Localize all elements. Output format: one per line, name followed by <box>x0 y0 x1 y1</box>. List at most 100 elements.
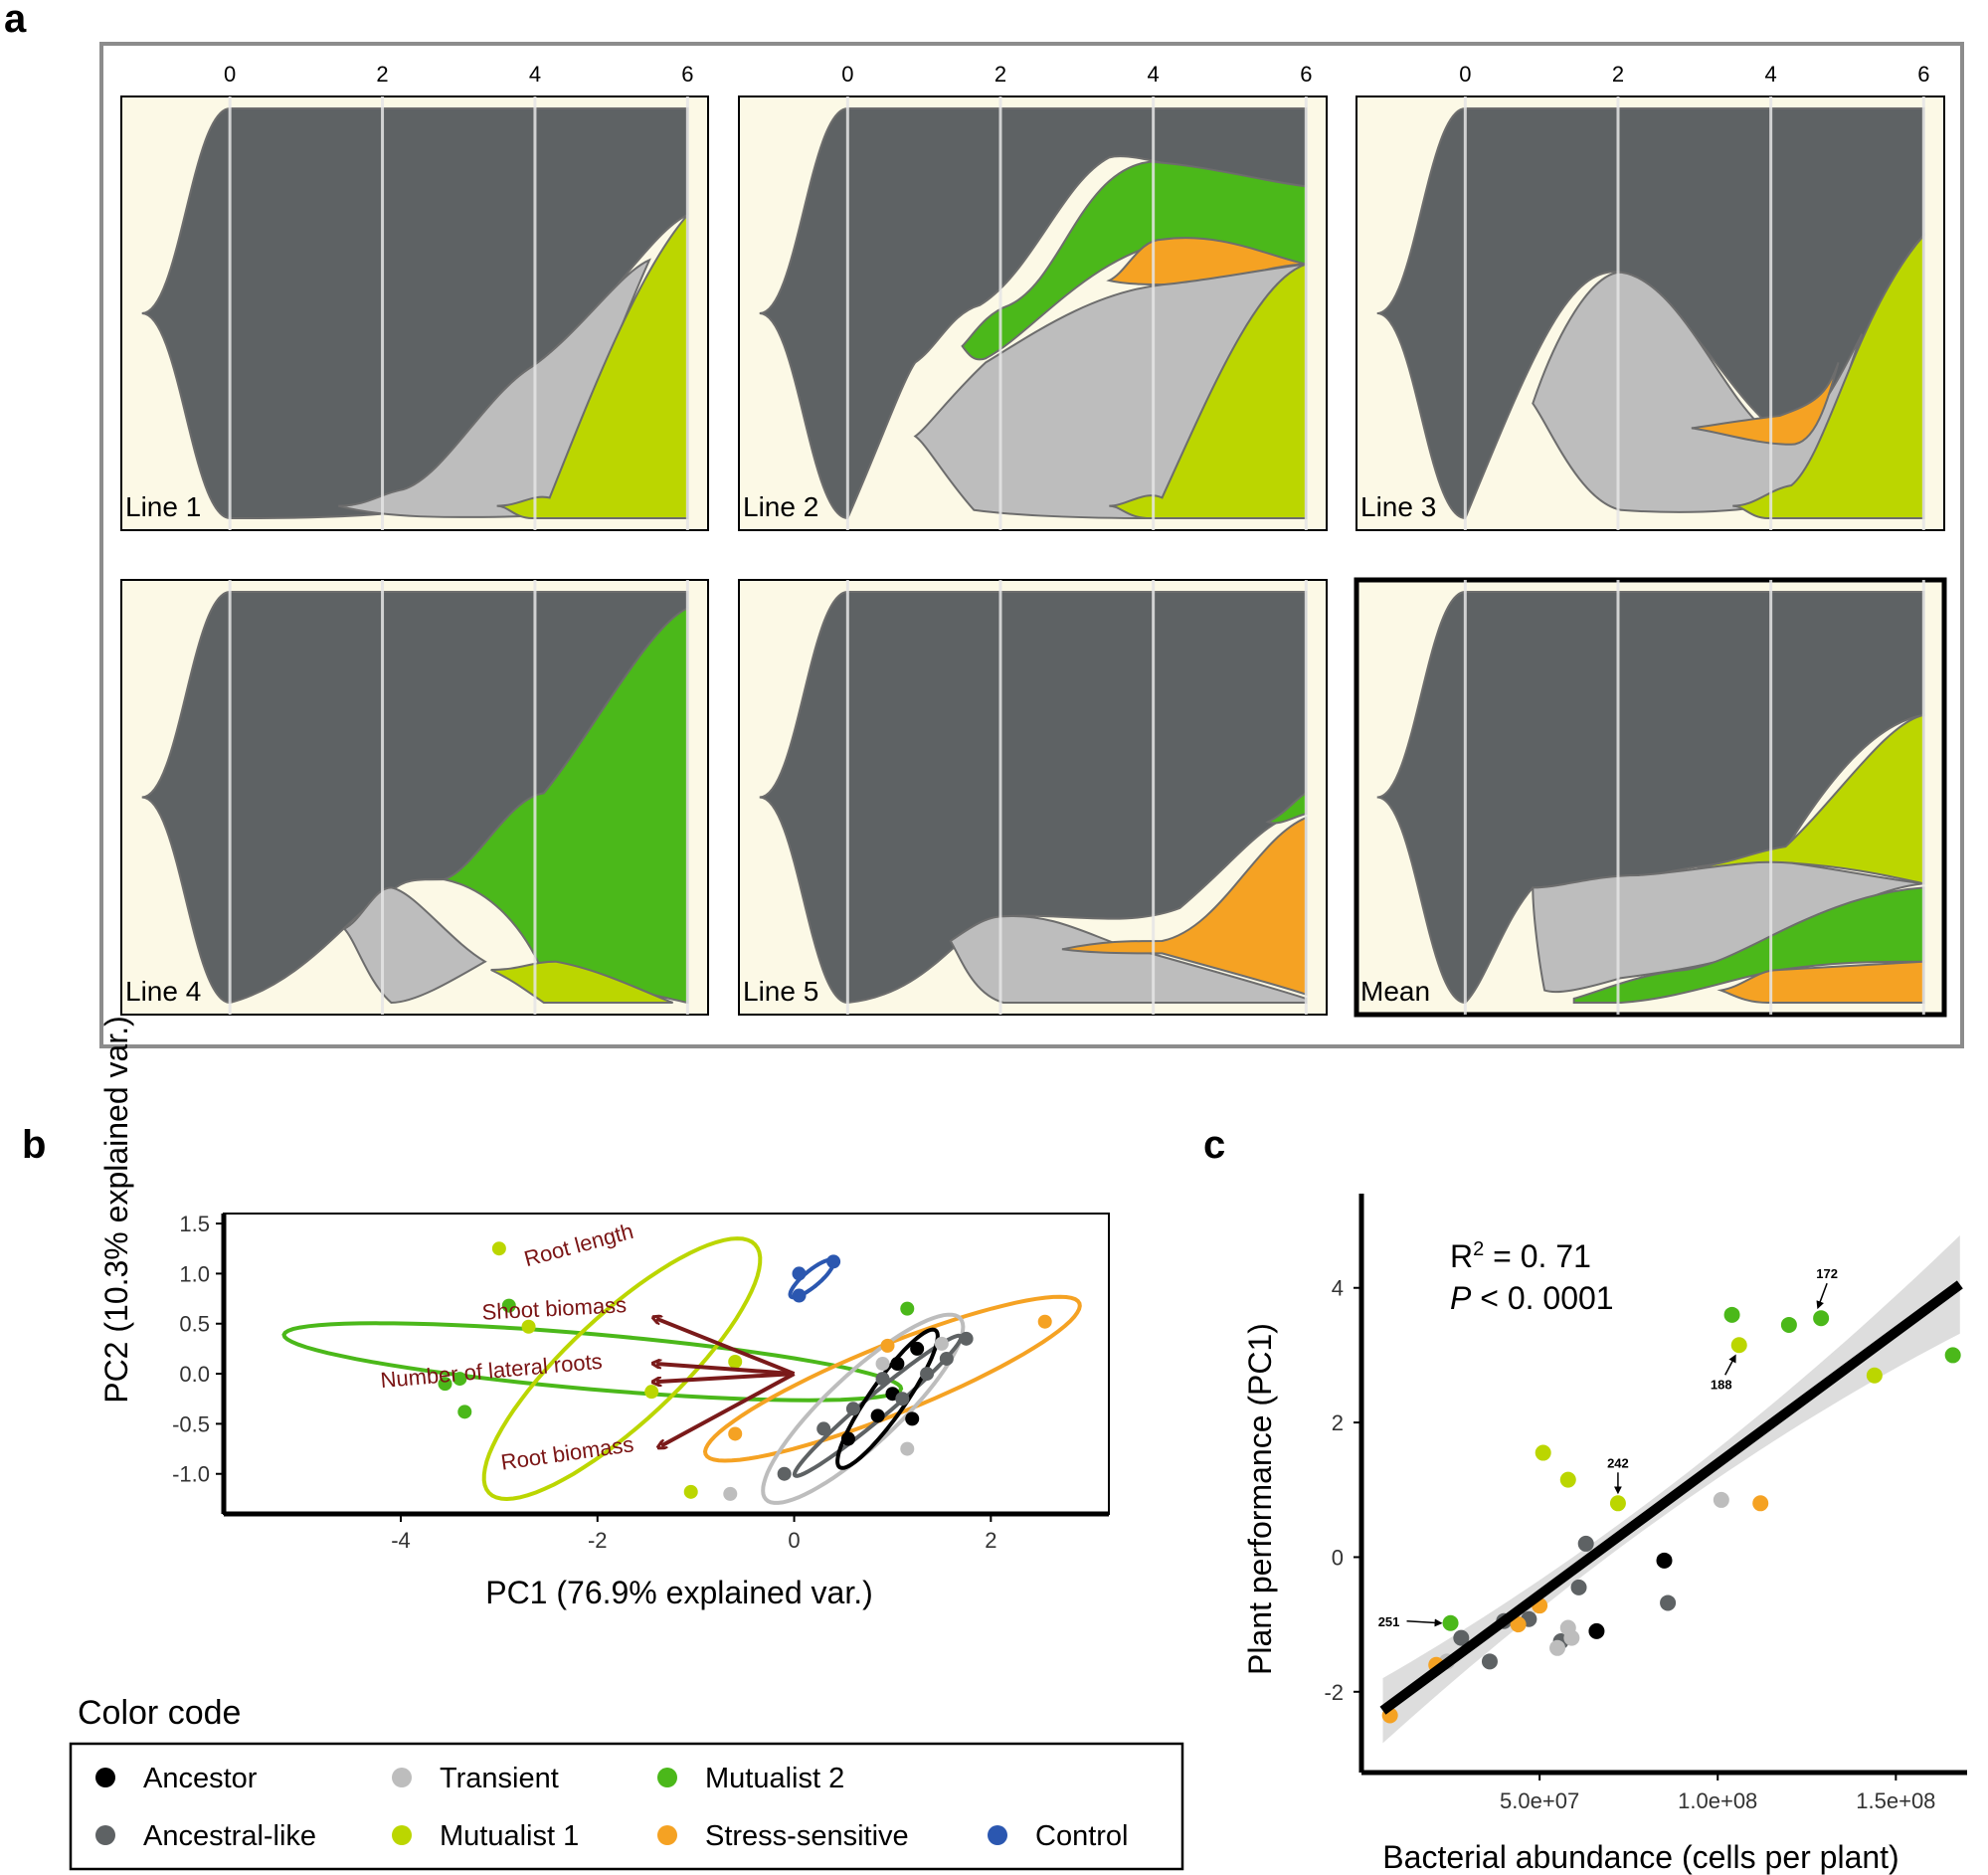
reg-x-tick-label: 5.0e+07 <box>1500 1788 1579 1813</box>
legend-item: Control <box>988 1820 1129 1852</box>
pca-point <box>959 1331 974 1346</box>
abundance-point <box>1559 1471 1576 1488</box>
time-tick-label: 6 <box>1917 62 1929 87</box>
point-id-label: 172 <box>1816 1266 1838 1281</box>
pca-point <box>890 1357 905 1371</box>
legend-item: Ancestral-like <box>95 1820 316 1852</box>
pca-point <box>875 1357 890 1371</box>
loading-arrow <box>656 1364 795 1377</box>
fish-panel: 0 2 4 6 Line 3 <box>1355 62 1945 531</box>
time-tick-label: 0 <box>1459 62 1471 87</box>
fish-clone-shape <box>496 212 689 519</box>
pca-x-axis-label: PC1 (76.9% explained var.) <box>485 1575 873 1610</box>
pca-point <box>870 1408 885 1423</box>
reg-x-tick-label: 1.5e+08 <box>1856 1788 1935 1813</box>
pca-point <box>501 1298 516 1313</box>
r2-text: R2 = 0. 71 <box>1450 1238 1591 1274</box>
fish-clone-shape <box>759 591 1308 1005</box>
time-tick-label: 4 <box>1765 62 1777 87</box>
fish-panel: Mean <box>1354 577 1947 1018</box>
point-id-arrow <box>1816 1282 1828 1310</box>
fish-panel: 0 2 4 6 Line 1 <box>120 62 709 531</box>
fish-panel-name: Line 2 <box>743 491 818 522</box>
pca-point <box>683 1484 698 1499</box>
fish-panel-name: Line 3 <box>1360 491 1436 522</box>
loading-arrow <box>656 1372 795 1382</box>
confidence-ellipse <box>702 1294 1082 1463</box>
legend-label: Mutualist 2 <box>705 1763 844 1794</box>
abundance-point <box>1656 1552 1673 1569</box>
legend-swatch <box>95 1825 115 1845</box>
pca-point <box>905 1411 920 1426</box>
reg-x-axis-label: Bacterial abundance (cells per plant) <box>1382 1839 1898 1875</box>
pca-point <box>920 1367 935 1382</box>
time-tick-label: 0 <box>841 62 853 87</box>
time-tick-label: 0 <box>224 62 236 87</box>
pca-point <box>895 1392 910 1406</box>
legend-label: Control <box>1035 1820 1129 1852</box>
time-tick-label: 6 <box>681 62 693 87</box>
time-tick-label: 4 <box>529 62 541 87</box>
confidence-ellipse <box>792 1333 964 1478</box>
reg-y-axis-label: Plant performance (PC1) <box>1242 1323 1278 1675</box>
pca-point <box>792 1288 807 1303</box>
pca-point <box>840 1431 855 1446</box>
legend-label: Ancestral-like <box>143 1820 316 1852</box>
abundance-point <box>1730 1337 1747 1354</box>
pca-y-tick-label: 0.0 <box>179 1362 210 1387</box>
pca-point <box>452 1372 467 1387</box>
pca-point <box>900 1301 915 1316</box>
pca-x-tick-label: -4 <box>391 1528 411 1553</box>
time-tick-label: 2 <box>994 62 1006 87</box>
pca-point <box>875 1372 890 1387</box>
pca-point <box>777 1466 792 1481</box>
pca-point <box>900 1441 915 1456</box>
abundance-point <box>1563 1629 1580 1646</box>
fish-panel-name: Mean <box>1360 976 1430 1007</box>
abundance-point <box>1510 1616 1527 1633</box>
legend-swatch <box>657 1825 677 1845</box>
reg-y-tick-label: 0 <box>1332 1545 1344 1570</box>
legend-swatch <box>95 1768 115 1787</box>
reg-y-tick-label: -2 <box>1324 1680 1344 1705</box>
p-value-text: P < 0. 0001 <box>1450 1280 1614 1316</box>
pca-point <box>1037 1314 1052 1329</box>
time-tick-label: 2 <box>376 62 388 87</box>
pca-x-tick-label: 2 <box>985 1528 996 1553</box>
abundance-point <box>1535 1444 1551 1461</box>
abundance-point <box>1481 1653 1498 1670</box>
fish-clone-shape <box>1691 362 1840 446</box>
confidence-ellipse <box>481 1236 763 1502</box>
point-id-label: 251 <box>1378 1614 1400 1629</box>
abundance-point <box>1577 1535 1594 1552</box>
pca-point <box>826 1254 841 1269</box>
abundance-point <box>1752 1495 1769 1512</box>
fish-plots: 0 2 4 6 Line 1 0 2 4 6 Line 2 0 2 4 6 Line 3 Line 4 Line… <box>120 62 1947 1018</box>
loading-arrow <box>656 1319 796 1376</box>
fish-clone-shape <box>1109 263 1308 519</box>
point-id-arrow <box>1724 1354 1736 1376</box>
point-id-arrow <box>1406 1618 1443 1627</box>
pca-point <box>438 1377 452 1392</box>
panel-a-frame <box>99 42 1964 1048</box>
stats-annotation: R2 = 0. 71 P < 0. 0001 <box>1450 1238 1614 1316</box>
regression-plot: 5.0e+07 1.0e+08 1.5e+08 4 2 0 -2 172 188 242 251 <box>1324 1194 1967 1813</box>
legend-label: Transient <box>440 1763 559 1794</box>
pca-point <box>934 1336 949 1351</box>
pca-point <box>939 1351 954 1366</box>
pca-point <box>880 1338 895 1353</box>
loading-label: Root length <box>521 1219 635 1271</box>
pca-y-axis-label: PC2 (10.3% explained var.) <box>98 1016 134 1404</box>
abundance-point <box>1713 1491 1729 1508</box>
fish-panel: 0 2 4 6 Line 2 <box>738 62 1328 531</box>
regression-line <box>1379 1280 1963 1715</box>
reg-y-tick-label: 2 <box>1332 1410 1344 1435</box>
abundance-point <box>1570 1579 1587 1595</box>
legend-label: Ancestor <box>143 1763 258 1794</box>
legend-item: Stress-sensitive <box>657 1820 909 1852</box>
fish-panel: Line 4 <box>120 579 709 1016</box>
legend-swatch <box>657 1768 677 1787</box>
abundance-point <box>1780 1316 1797 1333</box>
legend-item: Ancestor <box>95 1763 258 1794</box>
legend-label: Stress-sensitive <box>705 1820 909 1852</box>
